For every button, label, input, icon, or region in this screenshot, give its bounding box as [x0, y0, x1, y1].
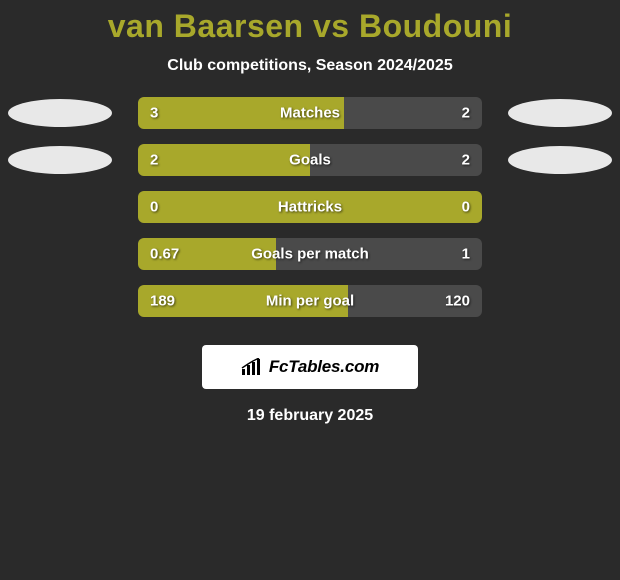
subtitle: Club competitions, Season 2024/2025 [0, 57, 620, 75]
value-left: 3 [150, 105, 158, 122]
page-title: van Baarsen vs Boudouni [0, 8, 620, 45]
value-left: 0.67 [150, 246, 179, 263]
value-right: 120 [445, 293, 470, 310]
stat-rows: 3 2 Matches 2 2 Goals 0 0 Hattricks 0.67 1 Goals pe… [0, 97, 620, 317]
stat-bar: 3 2 Matches [138, 97, 482, 129]
stat-bar: 0.67 1 Goals per match [138, 238, 482, 270]
stat-row: 189 120 Min per goal [0, 285, 620, 317]
value-left: 189 [150, 293, 175, 310]
stat-bar: 0 0 Hattricks [138, 191, 482, 223]
stat-row: 0 0 Hattricks [0, 191, 620, 223]
stat-row: 0.67 1 Goals per match [0, 238, 620, 270]
stat-label: Hattricks [278, 199, 342, 216]
value-right: 2 [462, 105, 470, 122]
value-left: 2 [150, 152, 158, 169]
stat-label: Matches [280, 105, 340, 122]
brand-text: FcTables.com [269, 357, 379, 377]
bar-segment-right [310, 144, 482, 176]
stat-row: 3 2 Matches [0, 97, 620, 129]
brand-badge: FcTables.com [202, 345, 418, 389]
stat-label: Min per goal [266, 293, 354, 310]
player-right-marker [508, 99, 612, 127]
player-left-marker [8, 146, 112, 174]
value-left: 0 [150, 199, 158, 216]
bar-chart-icon [241, 358, 263, 376]
stat-bar: 189 120 Min per goal [138, 285, 482, 317]
player-right-marker [508, 146, 612, 174]
stat-label: Goals per match [251, 246, 369, 263]
player-left-marker [8, 99, 112, 127]
comparison-infographic: van Baarsen vs Boudouni Club competition… [0, 0, 620, 580]
stat-row: 2 2 Goals [0, 144, 620, 176]
bar-segment-left [138, 144, 310, 176]
value-right: 0 [462, 199, 470, 216]
date-text: 19 february 2025 [0, 407, 620, 425]
value-right: 2 [462, 152, 470, 169]
stat-label: Goals [289, 152, 331, 169]
value-right: 1 [462, 246, 470, 263]
stat-bar: 2 2 Goals [138, 144, 482, 176]
